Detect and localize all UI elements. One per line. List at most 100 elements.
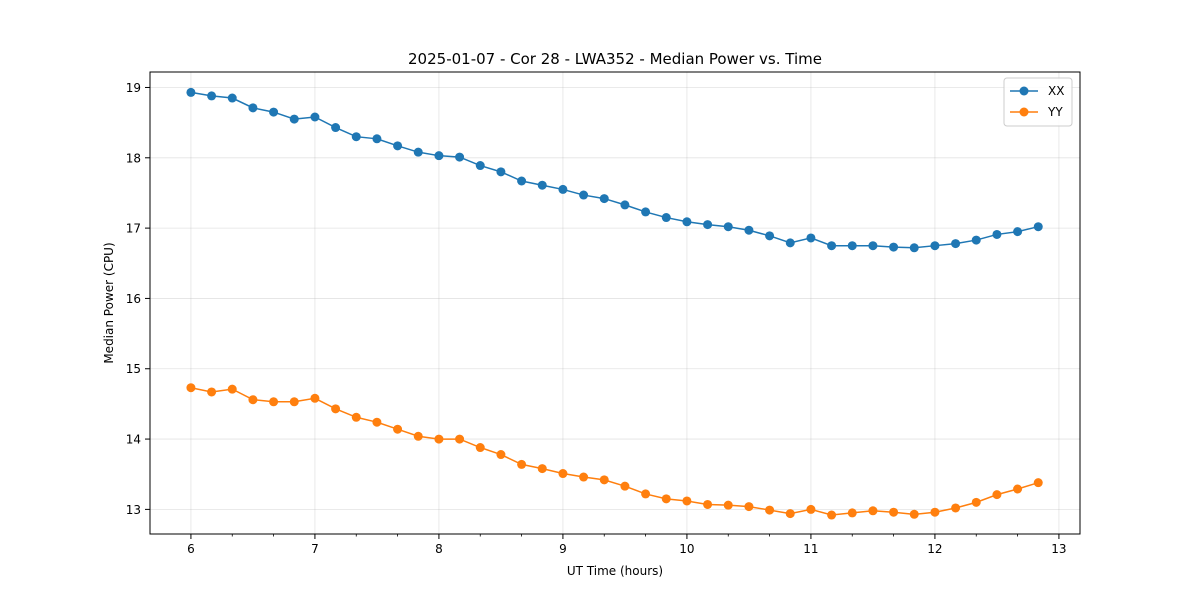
y-tick-label: 14: [126, 433, 141, 447]
data-point-xx: [310, 112, 320, 122]
legend-label-yy: YY: [1047, 105, 1063, 119]
series-line-yy: [190, 387, 1039, 516]
data-point-yy: [289, 397, 299, 407]
data-point-yy: [537, 464, 547, 474]
data-point-xx: [579, 190, 589, 200]
legend-marker-yy: [1019, 107, 1029, 117]
data-point-xx: [537, 180, 547, 190]
data-point-yy: [1013, 484, 1023, 494]
data-point-xx: [703, 220, 713, 230]
data-point-yy: [785, 509, 795, 519]
data-point-xx: [744, 225, 754, 235]
data-point-xx: [806, 233, 816, 243]
data-point-xx: [723, 222, 733, 232]
data-point-xx: [868, 241, 878, 251]
y-tick-label: 13: [126, 503, 141, 517]
y-tick-label: 19: [126, 81, 141, 95]
data-point-xx: [785, 238, 795, 248]
data-point-yy: [1033, 478, 1043, 488]
data-point-yy: [827, 510, 837, 520]
data-point-xx: [661, 213, 671, 223]
data-point-xx: [455, 152, 465, 162]
data-point-yy: [599, 475, 609, 485]
data-point-yy: [930, 507, 940, 517]
data-point-xx: [599, 194, 609, 204]
data-point-xx: [558, 184, 568, 194]
data-point-xx: [475, 161, 485, 171]
data-point-yy: [682, 496, 692, 506]
data-point-yy: [248, 395, 258, 405]
legend-label-xx: XX: [1048, 84, 1064, 98]
x-tick-label: 13: [1051, 542, 1066, 556]
data-point-xx: [827, 241, 837, 251]
data-point-xx: [413, 147, 423, 157]
y-tick-label: 18: [126, 151, 141, 165]
data-point-yy: [971, 497, 981, 507]
data-point-xx: [372, 134, 382, 144]
plot-frame: [149, 71, 1081, 535]
data-point-yy: [847, 508, 857, 518]
data-point-yy: [579, 472, 589, 482]
data-point-yy: [744, 502, 754, 512]
axis-ticks: 6 7 8 9 10 11 12 13 13 14 15 16 17 18 19: [126, 81, 1067, 556]
data-point-xx: [765, 231, 775, 241]
data-point-yy: [207, 387, 217, 397]
data-point-xx: [992, 229, 1002, 239]
x-tick-label: 12: [927, 542, 942, 556]
data-point-yy: [351, 412, 361, 422]
x-tick-label: 11: [803, 542, 818, 556]
data-point-yy: [331, 404, 341, 414]
data-point-xx: [1033, 222, 1043, 232]
data-point-xx: [269, 107, 279, 117]
data-point-yy: [641, 489, 651, 499]
data-point-yy: [269, 397, 279, 407]
data-point-yy: [517, 459, 527, 469]
data-point-xx: [889, 242, 899, 252]
data-point-yy: [558, 469, 568, 479]
x-tick-label: 7: [311, 542, 319, 556]
data-point-yy: [661, 494, 671, 504]
data-point-xx: [434, 151, 444, 161]
data-point-yy: [496, 450, 506, 460]
data-point-yy: [372, 417, 382, 427]
grid-lines: [150, 72, 1080, 534]
data-point-xx: [248, 103, 258, 113]
data-point-yy: [703, 499, 713, 509]
data-point-xx: [207, 91, 217, 101]
legend: XX YY: [1003, 77, 1073, 127]
data-point-yy: [475, 443, 485, 453]
x-tick-label: 9: [559, 542, 567, 556]
x-tick-label: 8: [435, 542, 443, 556]
data-point-xx: [847, 241, 857, 251]
data-point-xx: [971, 235, 981, 245]
data-point-yy: [186, 383, 196, 393]
x-tick-label: 10: [679, 542, 694, 556]
data-point-yy: [992, 490, 1002, 500]
data-point-yy: [434, 434, 444, 444]
data-point-xx: [331, 123, 341, 133]
data-point-yy: [455, 434, 465, 444]
y-axis-label: Median Power (CPU): [102, 242, 116, 363]
y-tick-label: 15: [126, 362, 141, 376]
data-point-yy: [393, 424, 403, 434]
data-point-xx: [227, 93, 237, 103]
data-point-yy: [868, 506, 878, 516]
y-tick-label: 16: [126, 292, 141, 306]
data-point-xx: [1013, 227, 1023, 237]
y-tick-label: 17: [126, 222, 141, 236]
data-point-yy: [310, 393, 320, 403]
data-point-yy: [413, 431, 423, 441]
data-point-yy: [227, 384, 237, 394]
data-point-xx: [186, 87, 196, 97]
data-point-xx: [393, 141, 403, 151]
data-point-yy: [909, 509, 919, 519]
data-point-yy: [889, 507, 899, 517]
data-point-xx: [641, 207, 651, 217]
data-point-xx: [951, 239, 961, 249]
data-point-xx: [682, 217, 692, 227]
chart-title: 2025-01-07 - Cor 28 - LWA352 - Median Po…: [408, 50, 822, 68]
data-point-xx: [930, 241, 940, 251]
series-xx: [186, 87, 1043, 253]
data-point-yy: [765, 505, 775, 515]
